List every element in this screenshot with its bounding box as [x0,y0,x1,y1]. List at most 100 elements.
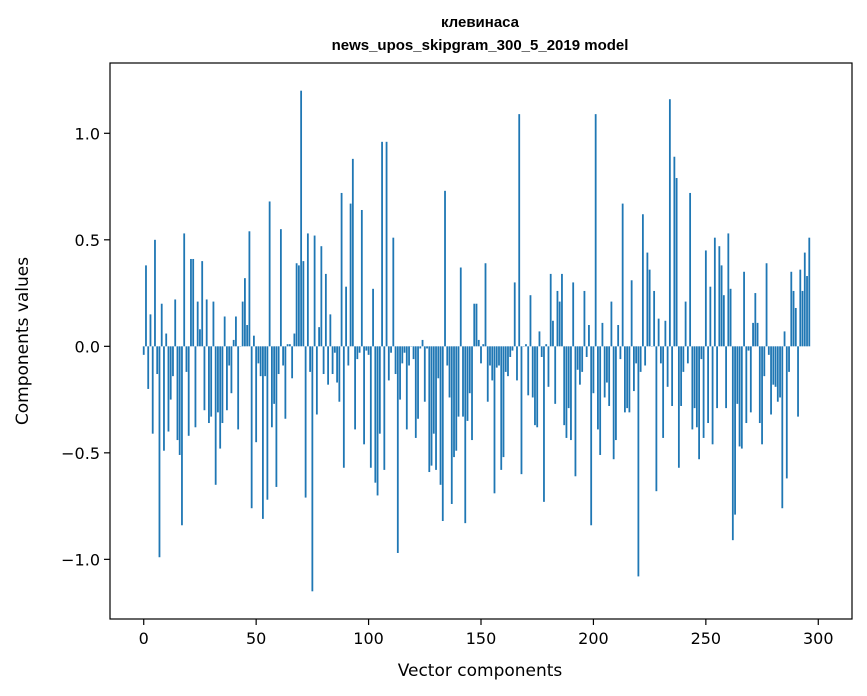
bar-34 [219,346,222,449]
bar-137 [450,346,453,504]
bar-295 [806,276,808,347]
bar-289 [792,290,795,347]
chart-title-line1: клевинаса [441,14,520,31]
bar-16 [178,346,181,455]
bar-271 [752,322,754,347]
bar-75 [311,346,314,592]
bar-220 [637,346,640,577]
bar-265 [738,346,741,447]
bar-233 [666,346,669,387]
bar-28 [205,299,208,347]
bar-234 [668,99,671,347]
bar-55 [266,346,269,500]
x-tick-label: 150 [466,629,497,648]
bar-212 [619,346,622,360]
bar-125 [423,346,426,402]
bar-224 [646,252,649,347]
y-axis-label: Components values [13,257,33,425]
bar-62 [282,346,285,366]
bar-296 [808,237,811,347]
bar-282 [776,346,779,402]
bar-59 [275,346,278,487]
bar-181 [549,273,552,347]
bar-222 [641,214,644,347]
bar-267 [743,271,745,347]
bar-231 [662,346,665,438]
bar-24 [196,301,199,347]
bar-98 [363,346,365,445]
bar-29 [208,346,210,424]
bar-103 [374,346,377,483]
bar-277 [765,263,768,347]
bar-50 [255,346,258,443]
bar-147 [473,303,476,347]
bar-210 [615,346,617,441]
bar-287 [788,346,790,372]
bar-118 [408,346,410,366]
bar-159 [500,346,503,470]
bar-4 [151,346,154,434]
bar-146 [471,346,473,441]
bar-178 [543,346,545,502]
y-tick-label: −0.5 [61,444,100,463]
bar-191 [572,282,575,347]
bar-268 [745,346,748,424]
bar-215 [626,346,629,409]
bar-199 [590,346,593,526]
bar-217 [630,280,633,347]
bar-253 [711,346,714,445]
bar-65 [288,344,291,347]
bar-251 [707,346,709,424]
bar-284 [781,346,784,509]
bar-256 [718,246,721,347]
bar-285 [783,331,786,347]
bar-99 [365,346,368,351]
bar-160 [502,346,505,458]
bar-208 [610,301,613,347]
bar-107 [383,346,386,470]
bar-177 [540,346,543,357]
bar-141 [459,267,462,347]
bar-165 [513,282,516,347]
bar-264 [736,346,739,404]
bar-64 [286,344,289,347]
bar-23 [194,346,197,428]
bar-197 [585,346,588,357]
bar-254 [713,237,716,347]
bar-161 [504,346,507,372]
bar-166 [516,346,518,381]
bar-286 [785,346,788,479]
bar-10 [165,333,168,347]
x-tick-label: 0 [139,629,149,648]
bar-288 [790,271,793,347]
bar-172 [529,295,532,347]
bar-131 [437,346,440,379]
bar-135 [446,346,449,366]
bar-9 [163,346,165,451]
x-tick-label: 250 [691,629,722,648]
bar-20 [187,346,190,436]
y-axis-ticks: −1.0 −0.5 0.0 0.5 1.0 [61,124,110,569]
bar-255 [716,346,718,409]
bar-186 [561,273,563,347]
bar-126 [426,346,428,349]
bar-45 [244,278,246,347]
bar-184 [556,290,559,347]
bar-174 [534,346,536,426]
bar-57 [270,346,273,428]
bar-78 [318,327,321,347]
bar-259 [725,346,727,409]
bar-252 [709,286,712,347]
bar-236 [673,156,676,347]
bar-241 [684,301,687,347]
bar-148 [475,303,478,347]
bar-105 [378,346,381,434]
bar-39 [230,346,233,394]
bar-245 [693,346,696,409]
bar-182 [552,320,554,347]
bar-189 [567,346,570,409]
bar-207 [608,346,611,406]
bar-263 [734,346,736,515]
bar-113 [396,346,399,553]
bar-58 [273,346,276,404]
